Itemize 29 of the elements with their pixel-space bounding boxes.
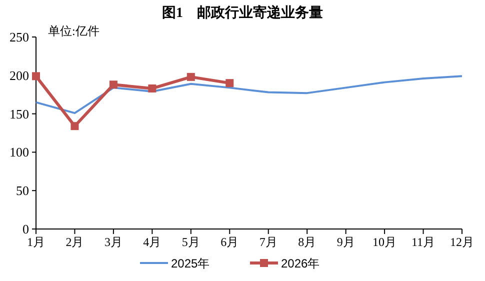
point [32, 72, 40, 80]
legend-label: 2026年 [281, 256, 320, 270]
point [109, 80, 118, 89]
x-tick-label: 7月 [259, 235, 278, 249]
legend-label: 2025年 [171, 256, 210, 270]
x-tick-label: 2月 [66, 235, 84, 249]
x-tick-label: 4月 [143, 235, 162, 249]
y-tick-label: 150 [10, 106, 29, 122]
line-series [35, 75, 463, 114]
x-tick-label: 3月 [104, 235, 122, 249]
y-axis-title: 单位:亿件 [48, 24, 100, 38]
x-tick-label: 11月 [411, 235, 436, 249]
x-tick-label: 1月 [27, 235, 45, 249]
x-tick-label: 10月 [372, 235, 397, 249]
y-tick-label: 50 [16, 183, 29, 198]
x-tick-label: 9月 [336, 235, 355, 249]
y-tick-label: 100 [10, 144, 29, 160]
point [148, 84, 156, 92]
point [70, 122, 79, 130]
point [186, 72, 195, 81]
y-tick-label: 200 [10, 68, 29, 83]
chart-title: 图1 邮政行业寄递业务量 [162, 4, 323, 21]
x-tick-label: 12月 [450, 235, 474, 249]
x-tick-label: 8月 [298, 235, 316, 249]
point [226, 79, 234, 88]
x-tick-label: 6月 [220, 235, 239, 249]
y-tick-label: 0 [22, 222, 29, 236]
y-tick-label: 250 [10, 30, 29, 44]
x-tick-label: 5月 [182, 235, 200, 249]
